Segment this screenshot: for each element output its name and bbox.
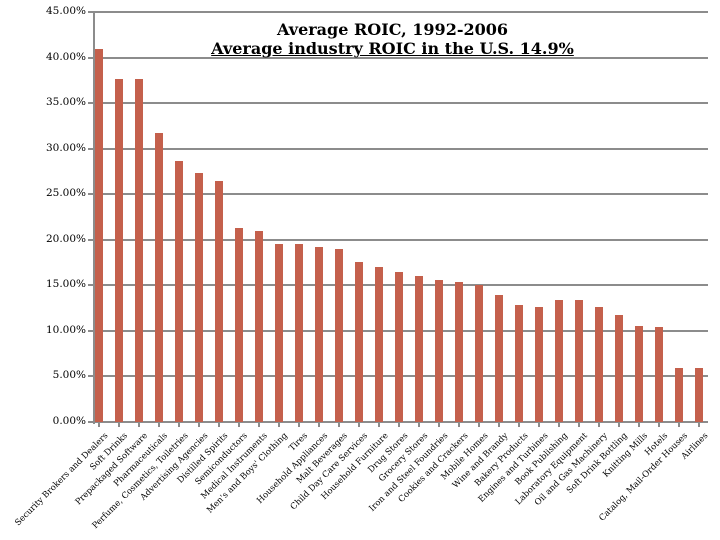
- x-axis-line: [93, 421, 708, 423]
- bar-advertising-agencies: [195, 173, 203, 422]
- x-tick-mark: [558, 423, 560, 427]
- y-tick-mark: [88, 11, 93, 13]
- bar-mobile-homes: [475, 285, 483, 422]
- x-tick-mark: [338, 423, 340, 427]
- bar-perfume-cosmetics-toiletries: [175, 161, 183, 422]
- x-tick-mark: [138, 423, 140, 427]
- bar-knitting-mills: [635, 326, 643, 422]
- y-gridline: [93, 238, 708, 241]
- x-tick-mark: [378, 423, 380, 427]
- x-tick-mark: [198, 423, 200, 427]
- bar-medical-instruments: [255, 231, 263, 422]
- bar-semiconductors: [235, 228, 243, 422]
- y-tick-mark: [88, 329, 93, 332]
- x-tick-mark: [618, 423, 620, 427]
- bar-grocery-stores: [415, 276, 423, 422]
- chart-title-block: Average ROIC, 1992-2006 Average industry…: [130, 20, 655, 58]
- y-axis-label: 5.00%: [52, 369, 86, 382]
- x-tick-mark: [458, 423, 460, 427]
- y-tick-mark: [88, 284, 93, 287]
- bar-prepackaged-software: [135, 79, 143, 422]
- y-gridline: [93, 56, 708, 59]
- x-tick-mark: [598, 423, 600, 427]
- bar-child-day-care-services: [355, 262, 363, 422]
- y-axis-label: 0.00%: [52, 415, 86, 427]
- y-tick-mark: [88, 56, 93, 59]
- y-gridline: [93, 193, 708, 196]
- x-tick-mark: [578, 423, 580, 427]
- x-tick-mark: [178, 423, 180, 427]
- bar-book-publishing: [555, 300, 563, 422]
- bar-household-appliances: [315, 247, 323, 422]
- bar-laboratory-equipment: [575, 300, 583, 422]
- x-tick-mark: [678, 423, 680, 427]
- bar-household-furniture: [375, 267, 383, 422]
- bar-oil-and-gas-machinery: [595, 307, 603, 422]
- bar-distilled-spirits: [215, 181, 223, 422]
- x-tick-mark: [158, 423, 160, 427]
- y-gridline: [93, 147, 708, 150]
- bar-men-s-and-boys-clothing: [275, 244, 283, 422]
- bar-iron-and-steel-foundries: [435, 280, 443, 422]
- bar-hotels: [655, 327, 663, 422]
- x-tick-mark: [518, 423, 520, 427]
- x-tick-mark: [298, 423, 300, 427]
- x-tick-mark: [98, 423, 100, 427]
- x-tick-mark: [538, 423, 540, 427]
- y-tick-mark: [88, 238, 93, 241]
- y-tick-mark: [88, 147, 93, 150]
- x-tick-mark: [438, 423, 440, 427]
- bar-catalog-mail-order-houses: [675, 368, 683, 422]
- bar-drug-stores: [395, 272, 403, 422]
- x-tick-mark: [118, 423, 120, 427]
- x-tick-mark: [498, 423, 500, 427]
- bar-pharmaceuticals: [155, 133, 163, 422]
- y-axis-label: 40.00%: [45, 50, 86, 63]
- y-gridline: [93, 102, 708, 105]
- y-axis-label: 15.00%: [45, 278, 86, 291]
- bar-airlines: [695, 368, 703, 422]
- y-axis-line: [93, 11, 95, 424]
- y-axis-label: 20.00%: [45, 232, 86, 245]
- x-tick-mark: [658, 423, 660, 427]
- x-tick-mark: [698, 423, 700, 427]
- x-tick-mark: [358, 423, 360, 427]
- y-axis-label: 30.00%: [45, 141, 86, 154]
- y-tick-mark: [88, 193, 93, 196]
- bar-soft-drinks: [115, 79, 123, 422]
- x-tick-mark: [398, 423, 400, 427]
- y-tick-mark: [88, 375, 93, 378]
- y-axis-label: 45.00%: [45, 5, 86, 17]
- y-axis-label: 10.00%: [45, 323, 86, 336]
- chart-title: Average ROIC, 1992-2006: [277, 20, 508, 39]
- y-axis-label: 25.00%: [45, 187, 86, 200]
- x-tick-mark: [418, 423, 420, 427]
- x-tick-mark: [238, 423, 240, 427]
- bar-security-brokers-and-dealers: [95, 49, 103, 422]
- x-tick-mark: [278, 423, 280, 427]
- bar-tires: [295, 244, 303, 422]
- bar-soft-drink-bottling: [615, 315, 623, 422]
- y-gridline: [93, 11, 708, 13]
- x-tick-mark: [478, 423, 480, 427]
- y-axis-label: 35.00%: [45, 96, 86, 109]
- y-tick-mark: [88, 421, 93, 423]
- chart-subtitle: Average industry ROIC in the U.S. 14.9%: [211, 39, 574, 58]
- x-tick-mark: [638, 423, 640, 427]
- bar-cookies-and-crackers: [455, 282, 463, 422]
- bar-wine-and-brandy: [495, 295, 503, 422]
- x-tick-mark: [218, 423, 220, 427]
- y-tick-mark: [88, 102, 93, 105]
- x-tick-mark: [258, 423, 260, 427]
- bar-engines-and-turbines: [535, 307, 543, 422]
- bar-bakery-products: [515, 305, 523, 422]
- bar-malt-beverages: [335, 249, 343, 422]
- x-tick-mark: [318, 423, 320, 427]
